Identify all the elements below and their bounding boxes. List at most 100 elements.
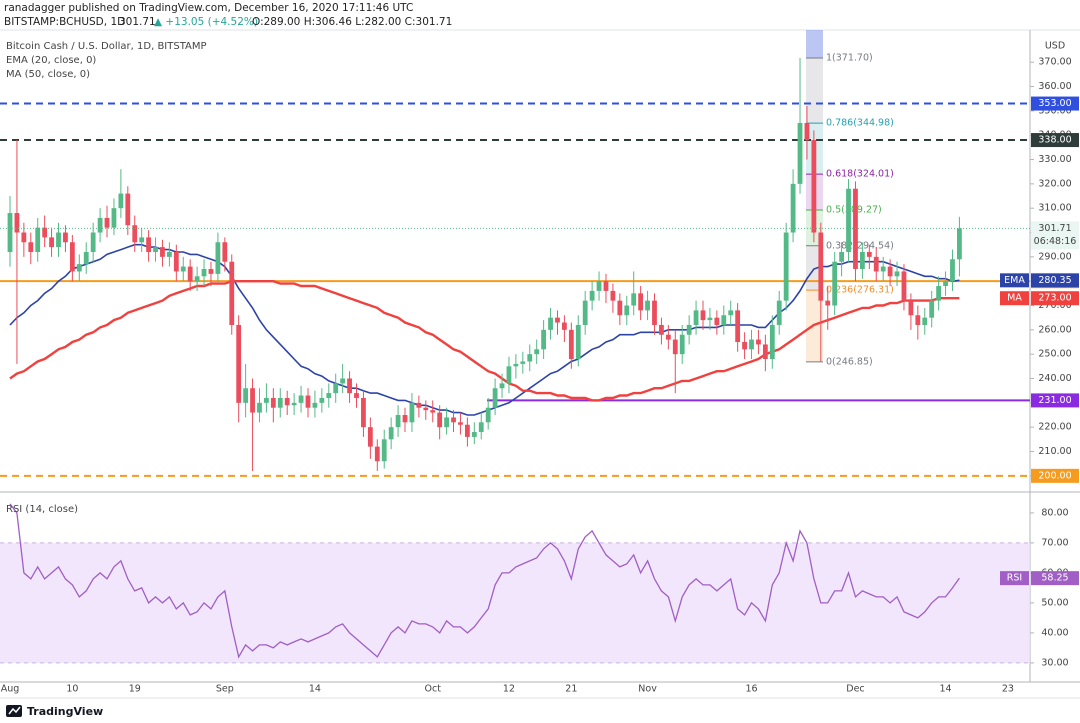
- candle-body: [492, 388, 498, 408]
- candle-body: [950, 259, 955, 282]
- candle-body: [305, 395, 311, 408]
- level-axis-label: 200.00: [1038, 470, 1071, 481]
- candle-body: [603, 281, 609, 291]
- last-price-box: [1031, 221, 1079, 250]
- rsi-title: RSI (14, close): [6, 504, 78, 515]
- candle-body: [347, 378, 352, 394]
- candle-body: [451, 417, 456, 423]
- candle-body: [873, 256, 879, 272]
- candle-body: [381, 439, 387, 462]
- y-tick-label: 290.00: [1038, 251, 1071, 262]
- x-tick-label: Aug: [1, 684, 20, 695]
- candle-body: [617, 300, 623, 316]
- candle-body: [83, 251, 89, 265]
- ma-axis-label: 273.00: [1038, 293, 1071, 304]
- y-tick-label: 240.00: [1038, 373, 1071, 384]
- candle-body: [908, 300, 914, 316]
- logo: [6, 705, 22, 717]
- y-tick-label: 40.00: [1041, 627, 1068, 638]
- candle-body: [291, 402, 297, 406]
- fib-band: [806, 58, 823, 124]
- candle-body: [804, 123, 810, 141]
- ma-axis-label: 280.35: [1038, 275, 1071, 286]
- candle-body: [721, 315, 727, 325]
- x-tick-label: 16: [745, 684, 757, 695]
- rsi-axis-label-box: [1031, 571, 1079, 586]
- candle-body: [568, 329, 574, 360]
- candle-body: [215, 242, 221, 274]
- x-tick-label: 14: [940, 684, 952, 695]
- candle-body: [340, 378, 346, 384]
- rsi-axis-label: 58.25: [1041, 573, 1068, 584]
- candle-body: [943, 281, 948, 287]
- candle-body: [756, 339, 761, 345]
- candle-body: [312, 402, 318, 408]
- candle-body: [562, 322, 567, 330]
- candle-body: [693, 310, 699, 325]
- chart-title: Bitcoin Cash / U.S. Dollar, 1D, BITSTAMP: [6, 41, 207, 52]
- y-tick-label: 250.00: [1038, 349, 1071, 360]
- candle-body: [596, 281, 602, 291]
- y-tick-label: 360.00: [1038, 81, 1071, 92]
- candle-body: [929, 300, 935, 318]
- candle-body: [506, 366, 512, 384]
- highlight: [806, 30, 823, 59]
- y-tick-label: 70.00: [1041, 537, 1068, 548]
- candle-body: [250, 388, 255, 413]
- candle-body: [201, 269, 207, 277]
- candle-body: [880, 266, 886, 272]
- candle-body: [520, 361, 526, 364]
- candle-body: [229, 261, 235, 325]
- brand: TradingView: [27, 705, 103, 718]
- legend-entry: EMA (20, close, 0): [6, 55, 96, 66]
- candle-body: [257, 402, 262, 413]
- candle-body: [790, 183, 796, 233]
- fib-label: 0.236(276.31): [826, 285, 894, 296]
- fib-label: 0.382(294.54): [826, 240, 894, 251]
- candle-body: [14, 213, 20, 233]
- candle-body: [464, 424, 470, 437]
- candle-body: [423, 407, 429, 411]
- y-tick-label: 330.00: [1038, 154, 1071, 165]
- symbol: BITSTAMP:BCHUSD, 1D: [4, 16, 125, 28]
- candle-body: [686, 324, 692, 335]
- candle-body: [499, 383, 505, 389]
- ma-line: [9, 243, 960, 416]
- legend-entry: MA (50, close, 0): [6, 69, 90, 80]
- candle-body: [783, 232, 789, 301]
- candle-body: [679, 334, 685, 355]
- rsi-band: [0, 542, 1030, 663]
- candle-body: [49, 237, 54, 248]
- candle-body: [264, 397, 269, 403]
- y-tick-label: 260.00: [1038, 324, 1071, 335]
- candle-body: [887, 266, 893, 277]
- candle-body: [485, 407, 491, 423]
- last-price: 301.71: [1038, 223, 1071, 234]
- candle-body: [825, 300, 831, 306]
- candle-body: [638, 293, 644, 311]
- candle-body: [714, 317, 720, 325]
- candle-body: [42, 227, 48, 238]
- level-axis-label-box: [1031, 393, 1079, 408]
- candle-body: [333, 383, 339, 394]
- candle-body: [388, 427, 394, 440]
- candle-body: [125, 193, 131, 226]
- candle-body: [936, 286, 942, 301]
- price-change: ▲ +13.05 (+4.52%): [154, 16, 258, 28]
- y-tick-label: 270.00: [1038, 300, 1071, 311]
- candle-body: [631, 293, 637, 306]
- candle-body: [513, 363, 519, 367]
- x-tick-label: 21: [565, 684, 577, 695]
- candle-body: [776, 300, 782, 325]
- candle-body: [541, 329, 547, 350]
- candle-body: [478, 422, 484, 433]
- candle-body: [416, 402, 422, 408]
- candle-body: [471, 432, 477, 437]
- candle-body: [236, 324, 242, 403]
- fib-label: 1(371.70): [826, 53, 873, 64]
- candle-body: [208, 269, 214, 274]
- candle-body: [319, 397, 325, 403]
- fib-label: 0.618(324.01): [826, 169, 894, 180]
- candle-body: [409, 402, 415, 423]
